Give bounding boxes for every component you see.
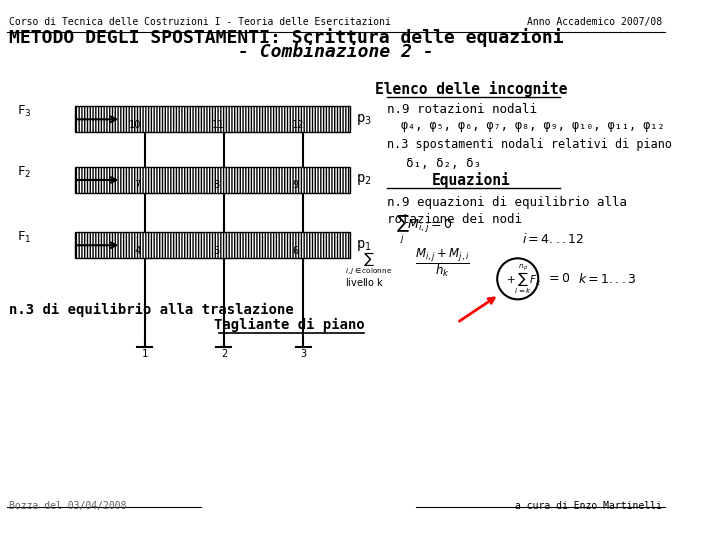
Text: p$_1$: p$_1$	[356, 238, 372, 253]
Bar	[75, 167, 350, 193]
Text: Tagliante di piano: Tagliante di piano	[214, 318, 364, 332]
Text: 9: 9	[292, 180, 299, 190]
Text: 1: 1	[141, 349, 148, 359]
Text: F$_3$: F$_3$	[17, 104, 31, 119]
Text: 11: 11	[212, 119, 225, 130]
Text: Bozza del 03/04/2008: Bozza del 03/04/2008	[9, 501, 127, 511]
Text: Elenco delle incognite: Elenco delle incognite	[375, 81, 567, 97]
Text: 6: 6	[292, 246, 299, 255]
Text: $\dfrac{M_{i,j} + M_{j,i}}{h_k}$: $\dfrac{M_{i,j} + M_{j,i}}{h_k}$	[415, 246, 470, 279]
Text: $+\sum_{i=k}^{n_p} F_k$: $+\sum_{i=k}^{n_p} F_k$	[505, 262, 542, 296]
Text: 8: 8	[213, 180, 220, 190]
Text: F$_1$: F$_1$	[17, 230, 31, 245]
Text: $\sum_j M_{i,j} = 0$: $\sum_j M_{i,j} = 0$	[397, 214, 453, 246]
Text: a cura di Enzo Martinelli: a cura di Enzo Martinelli	[516, 501, 662, 511]
Text: F$_2$: F$_2$	[17, 165, 31, 180]
Text: $i = 4...12$: $i = 4...12$	[523, 232, 585, 246]
Bar	[75, 106, 350, 132]
Text: φ₄, φ₅, φ₆, φ₇, φ₈, φ₉, φ₁₀, φ₁₁, φ₁₂: φ₄, φ₅, φ₆, φ₇, φ₈, φ₉, φ₁₀, φ₁₁, φ₁₂	[401, 119, 665, 132]
Text: 4: 4	[134, 246, 140, 255]
Text: n.9 equazioni di equilibrio alla: n.9 equazioni di equilibrio alla	[387, 196, 627, 209]
Text: 12: 12	[292, 119, 304, 130]
Text: $\mathrm{livello\ k}$: $\mathrm{livello\ k}$	[345, 276, 384, 288]
Text: $k = 1...3$: $k = 1...3$	[578, 272, 637, 286]
Text: δ₁, δ₂, δ₃: δ₁, δ₂, δ₃	[406, 157, 481, 170]
Text: $= 0$: $= 0$	[546, 272, 570, 285]
Text: 10: 10	[129, 119, 142, 130]
Text: rotazione dei nodi: rotazione dei nodi	[387, 213, 522, 226]
Text: 7: 7	[134, 180, 140, 190]
Text: - Combinazione 2 -: - Combinazione 2 -	[238, 44, 433, 62]
Text: 5: 5	[213, 246, 220, 255]
Text: n.3 di equilibrio alla traslazione: n.3 di equilibrio alla traslazione	[9, 303, 294, 317]
Text: Corso di Tecnica delle Costruzioni I - Teoria delle Esercitazioni: Corso di Tecnica delle Costruzioni I - T…	[9, 17, 391, 27]
Text: n.9 rotazioni nodali: n.9 rotazioni nodali	[387, 103, 537, 116]
Bar	[75, 232, 350, 258]
Text: Anno Accademico 2007/08: Anno Accademico 2007/08	[527, 17, 662, 27]
Text: $\sum_{i,j \in \mathrm{colonne}}$: $\sum_{i,j \in \mathrm{colonne}}$	[345, 251, 392, 277]
Text: 2: 2	[221, 349, 227, 359]
Text: 3: 3	[300, 349, 306, 359]
Text: n.3 spostamenti nodali relativi di piano: n.3 spostamenti nodali relativi di piano	[387, 138, 672, 151]
Text: METODO DEGLI SPOSTAMENTI: Scrittura delle equazioni: METODO DEGLI SPOSTAMENTI: Scrittura dell…	[9, 28, 564, 46]
Text: Equazioni: Equazioni	[432, 172, 510, 188]
Text: p$_3$: p$_3$	[356, 112, 372, 127]
Text: p$_2$: p$_2$	[356, 172, 372, 187]
